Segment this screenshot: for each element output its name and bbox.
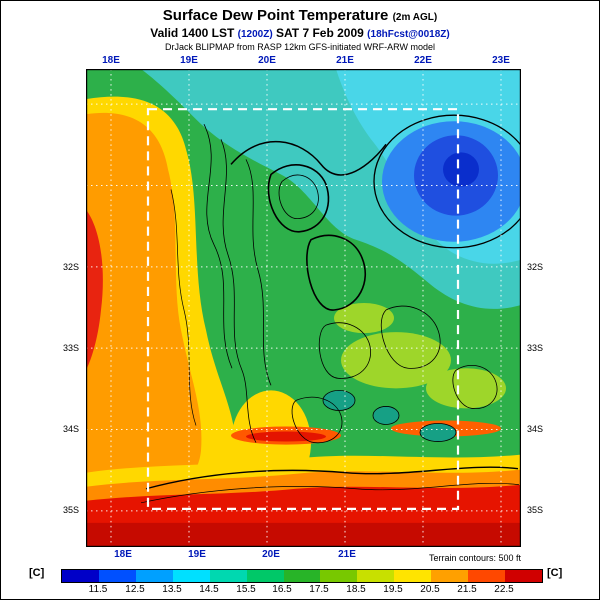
colorbar-cell	[172, 570, 210, 582]
colorbar-tick: 18.5	[346, 584, 366, 595]
region-red-streak-1	[246, 431, 326, 442]
colorbar-tick: 21.5	[457, 584, 477, 595]
page-title-suffix: (2m AGL)	[392, 12, 438, 23]
colorbar-unit-right: [C]	[547, 567, 563, 579]
right-axis-label: 35S	[526, 505, 543, 515]
left-axis-label: 34S	[62, 424, 79, 434]
colorbar-tick: 22.5	[494, 584, 514, 595]
left-axis-label: 32S	[62, 262, 79, 272]
colorbar-tick: 12.5	[125, 584, 145, 595]
page-title-line: Surface Dew Point Temperature (2m AGL)	[1, 7, 599, 24]
colorbar-cell	[505, 570, 542, 582]
region-yellowgreen-3	[334, 302, 394, 334]
colorbar-cell	[394, 570, 432, 582]
colorbar-cell	[320, 570, 358, 582]
bottom-axis-label: 20E	[262, 549, 280, 560]
colorbar-cell	[431, 570, 469, 582]
colorbar-cell	[98, 570, 136, 582]
region-teal-pocket-2	[372, 406, 400, 425]
colorbar-cell	[357, 570, 395, 582]
colorbar-tick: 14.5	[199, 584, 219, 595]
region-red-west-coast	[86, 209, 103, 371]
model-attribution: DrJack BLIPMAP from RASP 12km GFS-initia…	[164, 42, 436, 52]
valid-time-line: Valid 1400 LST (1200Z) SAT 7 Feb 2009 (1…	[1, 26, 599, 40]
map-frame	[86, 69, 521, 547]
top-axis-label: 19E	[180, 55, 198, 66]
colorbar-cell	[246, 570, 284, 582]
valid-date: SAT 7 Feb 2009	[276, 26, 364, 40]
colorbar-cell	[209, 570, 247, 582]
region-blue-center	[443, 152, 479, 187]
colorbar-tick: 17.5	[309, 584, 329, 595]
colorbar-cell	[135, 570, 173, 582]
top-axis-label: 23E	[492, 55, 510, 66]
colorbar-tick: 20.5	[420, 584, 440, 595]
colorbar-tick: 13.5	[162, 584, 182, 595]
bottom-axis-label: 19E	[188, 549, 206, 560]
inner-domain-box	[146, 108, 460, 510]
colorbar-tick: 16.5	[272, 584, 292, 595]
region-orange-west	[86, 112, 202, 496]
colorbar-cells	[61, 569, 543, 583]
left-axis-label: 35S	[62, 505, 79, 515]
right-axis-label: 32S	[526, 262, 543, 272]
terrain-contour-note: Terrain contours: 500 ft	[429, 553, 522, 563]
page-title: Surface Dew Point Temperature	[162, 7, 389, 24]
top-axis-label: 18E	[102, 55, 120, 66]
colorbar-unit-left: [C]	[29, 567, 45, 579]
valid-prefix: Valid 1400 LST	[150, 26, 235, 40]
valid-zulu: (1200Z)	[237, 29, 273, 40]
colorbar-tick: 15.5	[236, 584, 256, 595]
dewpoint-map-svg	[86, 69, 535, 547]
bottom-axis-label: 18E	[114, 549, 132, 560]
colorbar-tick: 19.5	[383, 584, 403, 595]
colorbar-tick: 11.5	[88, 584, 108, 595]
colorbar-cell	[283, 570, 321, 582]
terrain-contours	[140, 114, 535, 504]
region-yellowgreen-2	[426, 368, 506, 409]
dewpoint-map	[86, 69, 535, 547]
region-teal-pocket-3	[419, 423, 457, 442]
valid-forecast: (18hFcst@0018Z)	[367, 29, 450, 40]
colorbar-cell	[468, 570, 506, 582]
bottom-axis-label: 21E	[338, 549, 356, 560]
right-axis-label: 33S	[526, 343, 543, 353]
left-axis-label: 33S	[62, 343, 79, 353]
colorbar-cell	[62, 570, 99, 582]
right-axis-label: 34S	[526, 424, 543, 434]
top-axis-label: 20E	[258, 55, 276, 66]
top-axis-label: 21E	[336, 55, 354, 66]
top-axis-label: 22E	[414, 55, 432, 66]
region-darkred-south-edge	[86, 522, 521, 547]
